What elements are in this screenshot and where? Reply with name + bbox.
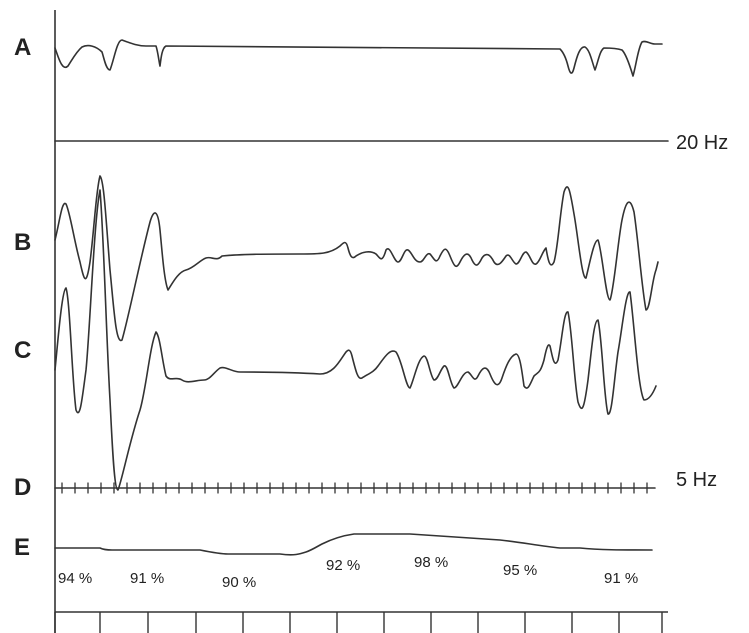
channel-label-b: B (14, 229, 31, 256)
time-axis-ticks (54, 612, 663, 633)
saturation-value: 90 % (222, 574, 256, 591)
frequency-label-20hz: 20 Hz (676, 132, 728, 154)
saturation-value: 91 % (130, 570, 164, 587)
trace-b (54, 175, 659, 342)
trace-a (54, 39, 663, 77)
saturation-value: 94 % (58, 570, 92, 587)
channel-label-c: C (14, 337, 31, 364)
timing-ticks (61, 482, 648, 494)
channel-label-a: A (14, 34, 31, 61)
saturation-value: 91 % (604, 570, 638, 587)
saturation-value: 95 % (503, 562, 537, 579)
saturation-value: 98 % (414, 554, 448, 571)
saturation-value: 92 % (326, 557, 360, 574)
trace-c (54, 189, 657, 491)
channel-label-e: E (14, 534, 30, 561)
trace-e (54, 533, 653, 556)
frequency-label-5hz: 5 Hz (676, 469, 717, 491)
channel-label-d: D (14, 474, 31, 501)
